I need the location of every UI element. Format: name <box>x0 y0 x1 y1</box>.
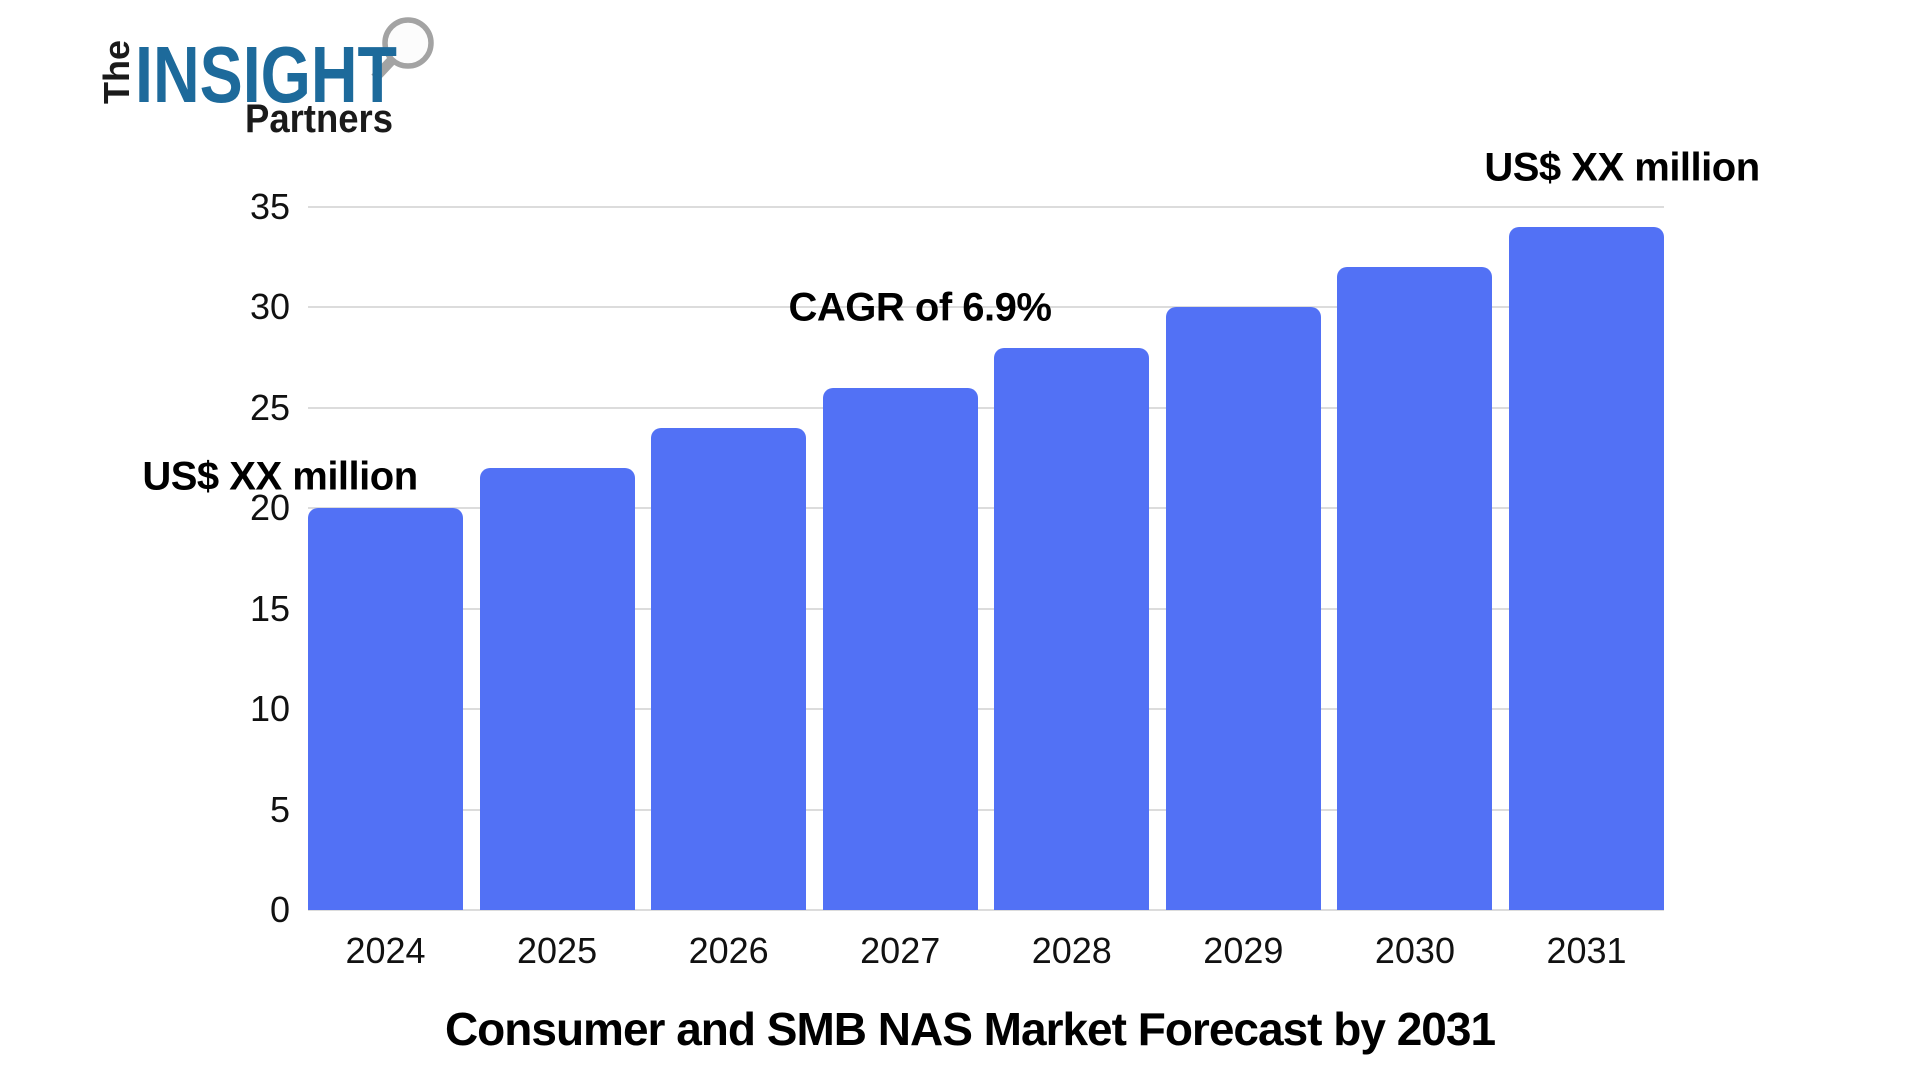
bar-2026 <box>651 427 807 910</box>
x-axis-label-2028: 2028 <box>1031 930 1112 971</box>
gridline-10 <box>308 708 1664 711</box>
x-axis-label-2024: 2024 <box>345 930 426 971</box>
y-axis-label: 25 <box>249 386 290 428</box>
gridline-5 <box>308 808 1664 811</box>
chart-title: Consumer and SMB NAS Market Forecast by … <box>444 1003 1496 1055</box>
logo-insight: INSIGHT <box>135 30 397 119</box>
bar-2024 <box>308 508 463 910</box>
magnifier-icon <box>371 17 434 82</box>
y-axis-label: 5 <box>269 788 290 830</box>
x-axis-label-2030: 2030 <box>1374 930 1455 971</box>
logo-partners: Partners <box>245 97 393 141</box>
x-axis-label-2027: 2027 <box>860 930 941 971</box>
y-axis-label: 20 <box>249 487 290 529</box>
y-axis-label: 10 <box>249 688 290 730</box>
bar-2030 <box>1337 267 1493 910</box>
y-axis-label: 35 <box>249 186 290 227</box>
gridline-35 <box>308 206 1664 208</box>
bar-2025 <box>479 468 635 910</box>
plot-area <box>308 206 1664 911</box>
gridline-20 <box>308 507 1664 510</box>
annotation-end-value: US$ XX million <box>1484 145 1760 190</box>
x-axis-label-2031: 2031 <box>1546 930 1627 971</box>
y-axis-label: 0 <box>269 889 290 930</box>
y-axis-label: 30 <box>249 286 290 328</box>
gridline-30 <box>308 306 1664 309</box>
annotation-cagr: CAGR of 6.9% <box>788 285 1052 330</box>
x-axis-label-2029: 2029 <box>1203 930 1284 971</box>
bar-2031 <box>1509 227 1664 910</box>
magnifier-handle <box>371 57 395 82</box>
x-axis-label-2026: 2026 <box>688 930 769 971</box>
y-axis-label: 15 <box>249 587 290 629</box>
bar-2027 <box>822 387 978 910</box>
gridline-15 <box>308 607 1664 610</box>
annotation-start-value: US$ XX million <box>142 454 418 499</box>
gridline-0 <box>308 909 1664 911</box>
insight-partners-logo: The INSIGHT Partners <box>96 17 434 141</box>
x-axis-label-2025: 2025 <box>517 930 598 971</box>
logo-the: The <box>96 40 137 104</box>
magnifier-lens <box>382 17 434 69</box>
bar-2029 <box>1165 307 1321 910</box>
gridline-25 <box>308 406 1664 409</box>
bar-2028 <box>994 347 1150 910</box>
